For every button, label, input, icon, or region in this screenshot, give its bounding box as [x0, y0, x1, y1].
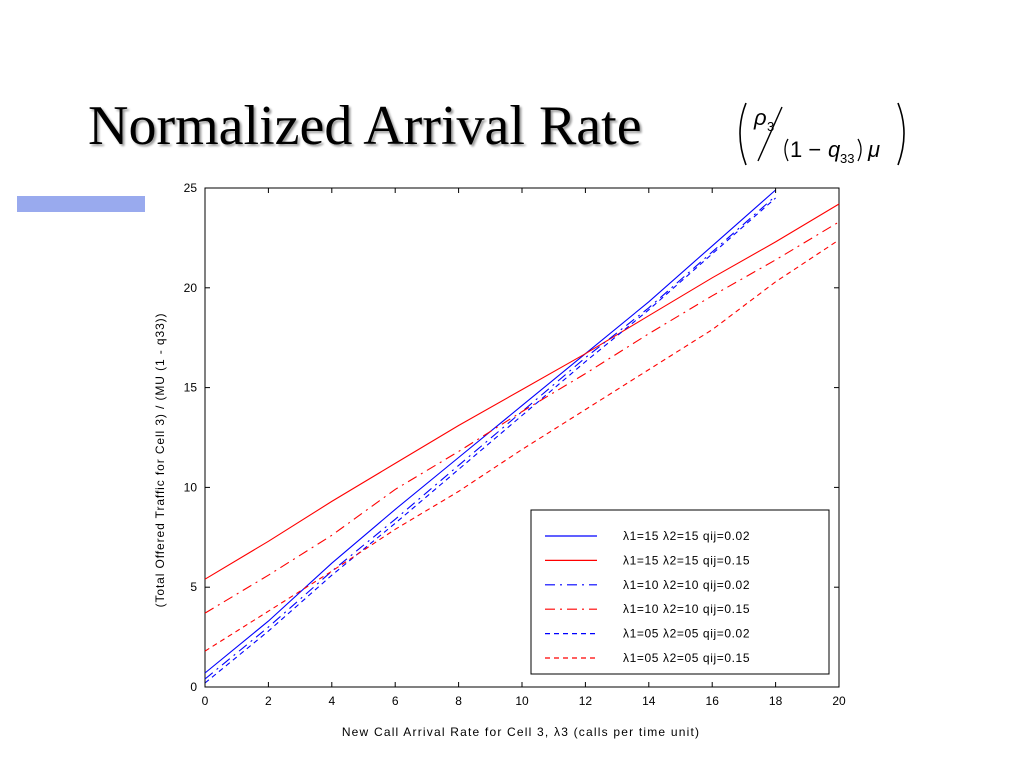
x-tick-label: 16	[706, 694, 720, 708]
y-tick-label: 25	[184, 181, 198, 195]
legend-entry: λ1=05 λ2=05 qij=0.15	[623, 651, 750, 665]
x-tick-label: 18	[769, 694, 783, 708]
series-line-2	[204, 203, 840, 580]
y-axis-label: (Total Offered Traffic for Cell 3) / (MU…	[153, 313, 167, 608]
series-layer	[204, 189, 840, 684]
legend-entry: λ1=15 λ2=15 qij=0.02	[623, 529, 750, 543]
formula-rho-subscript: 3	[767, 119, 774, 134]
legend-box	[530, 509, 830, 675]
legend-entry: λ1=05 λ2=05 qij=0.02	[623, 627, 750, 641]
x-tick-label: 0	[202, 694, 209, 708]
series-line-5	[204, 197, 776, 684]
legend-entry: λ1=10 λ2=10 qij=0.02	[623, 578, 750, 592]
x-axis-label: New Call Arrival Rate for Cell 3, λ3 (ca…	[342, 725, 700, 739]
y-tick-label: 20	[184, 281, 198, 295]
x-tick-label: 8	[455, 694, 462, 708]
legend: λ1=15 λ2=15 qij=0.02 λ1=15 λ2=15 qij=0.15…	[530, 509, 830, 675]
series-line-4	[204, 221, 840, 614]
accent-bar	[17, 196, 145, 212]
formula-mu: μ	[867, 137, 880, 162]
slide-title: Normalized Arrival Rate	[88, 95, 642, 157]
legend-entry: λ1=15 λ2=15 qij=0.15	[623, 553, 750, 567]
normalization-formula: ρ 3 1 − q 33 μ	[739, 102, 905, 166]
legend-entry: λ1=10 λ2=10 qij=0.15	[623, 602, 750, 616]
y-tick-label: 15	[184, 381, 198, 395]
y-tick-label: 0	[190, 680, 197, 694]
x-tick-label: 10	[515, 694, 529, 708]
line-chart: 0 2 4 6 8 10 12 14 16 18 20 0 5 10 15 20 25 λ1=15 λ2=15 …	[153, 181, 846, 739]
formula-q-subscript: 33	[840, 151, 854, 166]
y-tick-label: 10	[184, 480, 198, 494]
x-tick-label: 20	[832, 694, 846, 708]
formula-one-minus: 1 −	[790, 137, 821, 162]
axes-layer: 0 2 4 6 8 10 12 14 16 18 20 0 5 10 15 20 25	[184, 181, 846, 708]
y-tick-label: 5	[190, 580, 197, 594]
x-tick-label: 4	[328, 694, 335, 708]
x-tick-label: 12	[579, 694, 593, 708]
formula-q: q	[828, 137, 841, 162]
formula-rho: ρ	[753, 105, 767, 130]
x-tick-label: 2	[265, 694, 272, 708]
series-line-3	[204, 195, 776, 680]
x-tick-label: 14	[642, 694, 656, 708]
x-tick-label: 6	[392, 694, 399, 708]
